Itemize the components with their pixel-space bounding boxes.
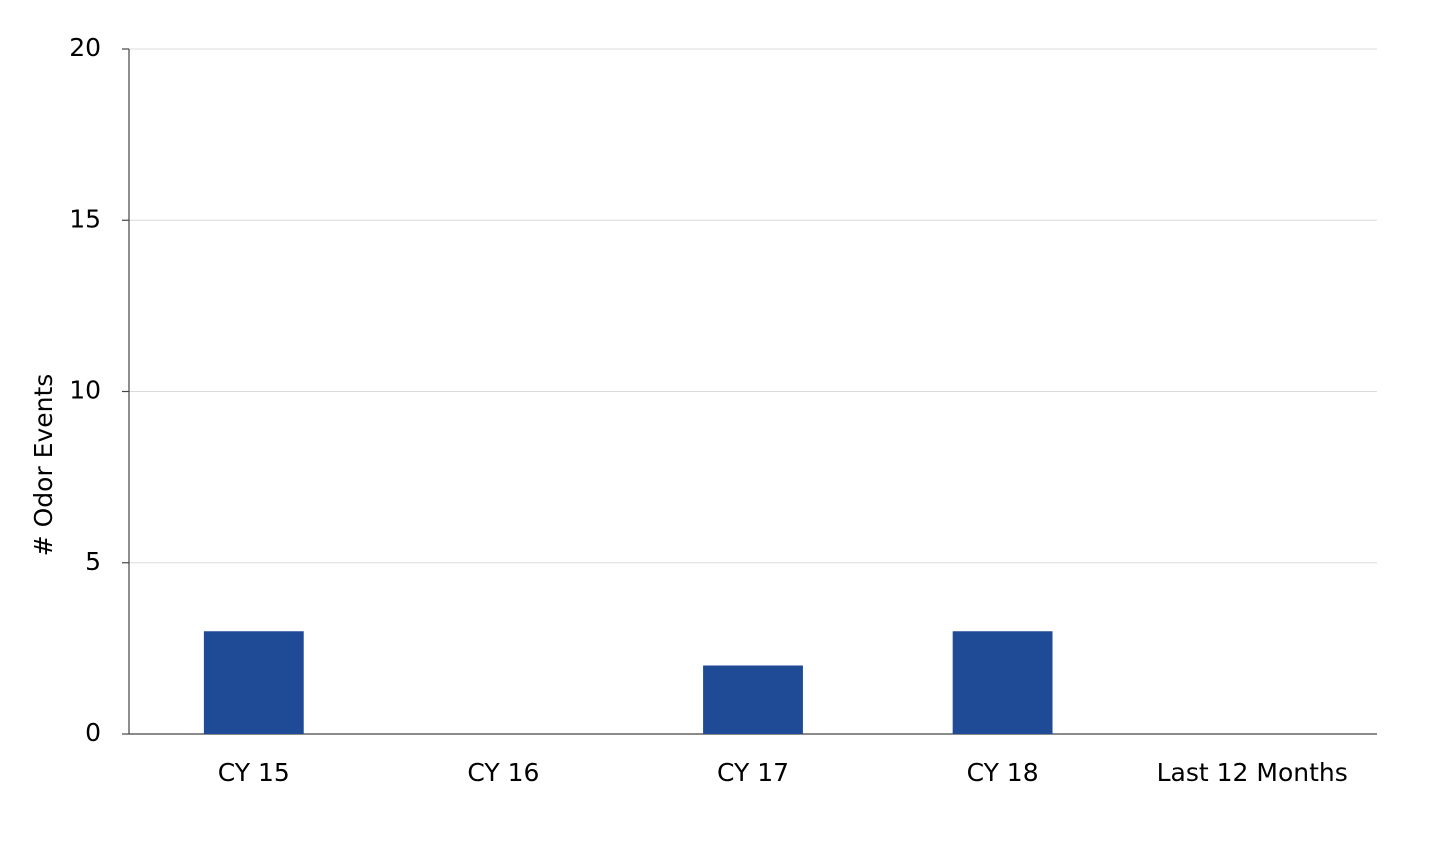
x-tick-label: CY 15 xyxy=(218,758,290,787)
y-axis-label: # Odor Events xyxy=(29,374,58,557)
x-tick-label: Last 12 Months xyxy=(1157,758,1348,787)
y-tick-label: 15 xyxy=(69,204,101,233)
bar xyxy=(952,631,1053,734)
bar xyxy=(703,665,803,734)
y-tick-label: 0 xyxy=(85,718,101,747)
x-tick-label: CY 16 xyxy=(467,758,539,787)
x-tick-label: CY 17 xyxy=(717,758,789,787)
y-tick-label: 5 xyxy=(85,547,101,576)
x-tick-label: CY 18 xyxy=(967,758,1039,787)
y-tick-label: 20 xyxy=(69,33,101,62)
bar xyxy=(203,631,304,734)
y-tick-label: 10 xyxy=(69,376,101,405)
